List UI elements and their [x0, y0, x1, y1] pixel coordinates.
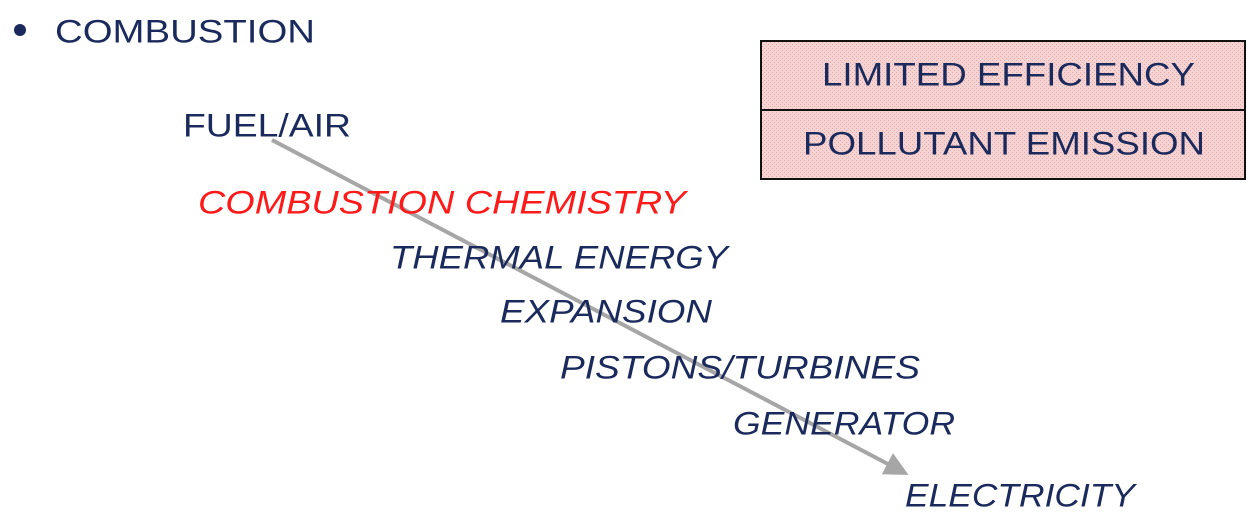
drawback-label: POLLUTANT EMISSION [803, 125, 1205, 161]
step-label: EXPANSION [500, 293, 713, 329]
start-label: FUEL/AIR [183, 107, 351, 143]
step-label: COMBUSTION CHEMISTRY [198, 184, 689, 220]
step-label: GENERATOR [733, 405, 955, 441]
heading: COMBUSTION [55, 13, 315, 49]
step-label: ELECTRICITY [905, 477, 1138, 513]
box-cell [760, 109, 1246, 180]
drawback-label: LIMITED EFFICIENCY [822, 56, 1195, 92]
step-label: THERMAL ENERGY [390, 239, 731, 275]
drawback-box: LIMITED EFFICIENCY POLLUTANT EMISSION [760, 40, 1246, 180]
flow-arrow [271, 138, 909, 475]
step-label: PISTONS/TURBINES [560, 349, 920, 385]
bullet [14, 24, 26, 36]
